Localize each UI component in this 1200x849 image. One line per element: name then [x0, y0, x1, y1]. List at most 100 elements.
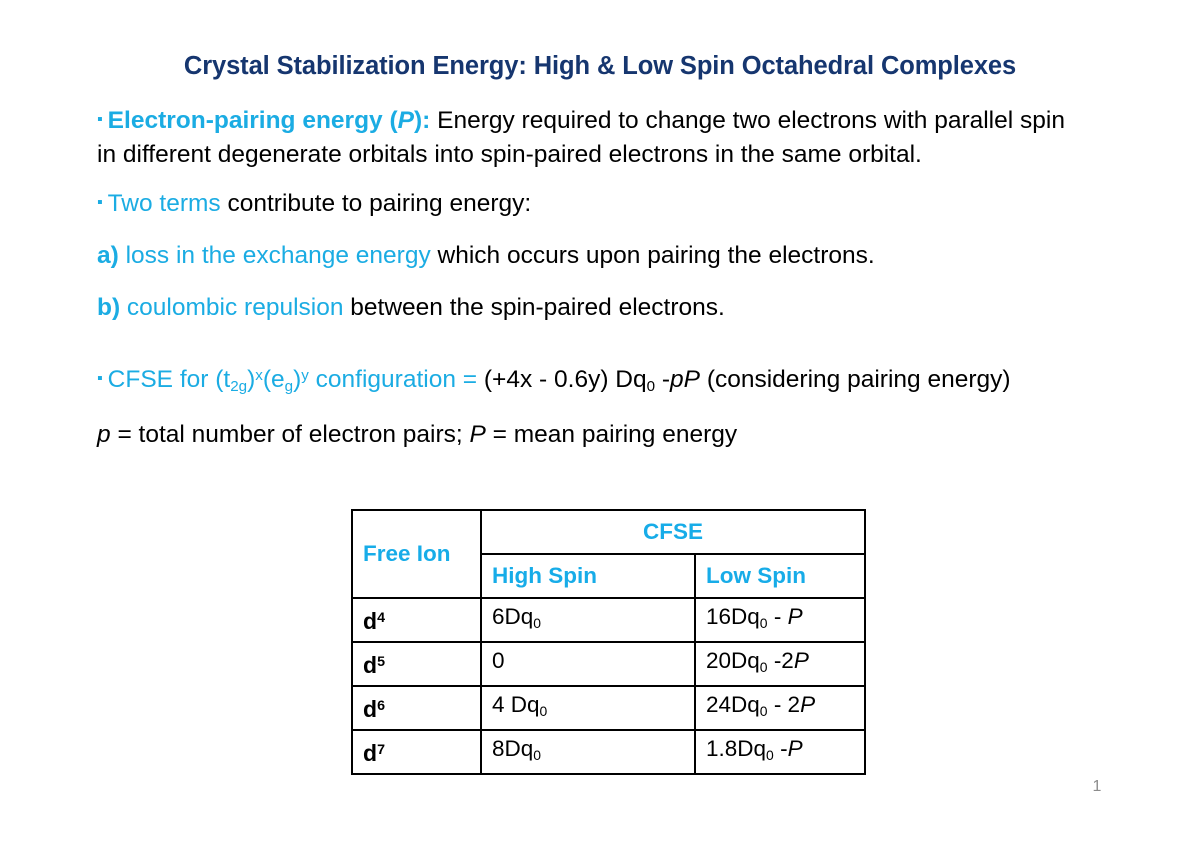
p5-italic-p-upper: P [683, 365, 701, 393]
p3-highlight: loss in the exchange energy [118, 242, 431, 269]
p5-mid: (e [262, 365, 285, 393]
p6-italic-p-upper: P [469, 421, 486, 449]
p5-black-1: (+4x - 0.6y) Dq [477, 365, 647, 393]
p1-rest: Energy required to change two electrons … [97, 107, 1065, 168]
p2-rest: contribute to pairing energy: [220, 190, 532, 217]
ion-letter: d [363, 696, 378, 723]
cfse-table: Free Ion CFSE High Spin Low Spin d4 [351, 509, 867, 775]
p5-sub-eg: g [284, 378, 294, 396]
ion-letter: d [363, 652, 378, 679]
p5-black-3: (considering pairing energy) [700, 365, 1011, 393]
table-header-row-1: Free Ion CFSE [351, 509, 867, 599]
low-spin-value: 20Dq0 -2P [696, 644, 864, 684]
paragraph-variable-definitions: p = total number of electron pairs; P = … [97, 418, 1082, 452]
square-bullet-icon: ▪ [97, 111, 103, 128]
ls-number: 1.8Dq [706, 736, 767, 762]
table-header-row-2: High Spin Low Spin [352, 553, 867, 599]
body-content: ▪ Electron-pairing energy (P): Energy req… [97, 103, 1082, 452]
p5-sup-x: x [255, 367, 263, 384]
p5-italic-p-lower: p [670, 365, 684, 393]
high-spin-value: 0 [482, 644, 694, 684]
ls-subscript: 0 [759, 702, 768, 719]
p5-tail: configuration = [308, 365, 478, 393]
ls-italic-p: P [787, 604, 803, 630]
cell-low-spin: 1.8Dq0 -P [693, 729, 867, 775]
table-row: d6 4 Dq0 24Dq0 - 2P [351, 685, 867, 731]
low-spin-value: 1.8Dq0 -P [696, 732, 864, 772]
cell-free-ion: d4 [351, 597, 482, 643]
ls-subscript: 0 [759, 614, 768, 631]
p6-text-2: = mean pairing energy [485, 421, 738, 449]
ion-superscript: 6 [377, 698, 385, 715]
p6-text-1: = total number of electron pairs; [110, 421, 470, 449]
ls-tail: - 2 [767, 692, 801, 718]
p4-marker: b) [97, 294, 121, 321]
p1-lead: Electron-pairing energy ( [107, 107, 398, 134]
paragraph-coulombic-repulsion: b) coulombic repulsion between the spin-… [97, 291, 1082, 325]
hs-subscript: 0 [539, 702, 548, 719]
header-low-spin-label: Low Spin [706, 563, 806, 588]
cell-low-spin: 24Dq0 - 2P [693, 685, 867, 731]
cell-free-ion: d5 [351, 641, 482, 687]
cell-low-spin: 16Dq0 - P [693, 597, 867, 643]
ls-italic-p: P [787, 736, 803, 762]
hs-subscript: 0 [533, 614, 542, 631]
ion-letter: d [363, 740, 378, 767]
ls-tail: - [773, 736, 788, 762]
ion-symbol: d7 [353, 733, 480, 770]
cell-high-spin: 4 Dq0 [480, 685, 696, 731]
ls-tail: - [767, 604, 788, 630]
square-bullet-icon: ▪ [97, 194, 103, 211]
ion-symbol: d4 [353, 601, 480, 638]
low-spin-value: 16Dq0 - P [696, 600, 864, 640]
p5-sub-zero: 0 [646, 378, 656, 396]
table-header-free-ion: Free Ion [351, 509, 482, 599]
header-free-ion-label: Free Ion [363, 541, 451, 566]
paragraph-two-terms: ▪ Two terms contribute to pairing energy: [97, 186, 1082, 221]
table-header-cfse: CFSE [479, 509, 867, 555]
high-spin-value: 4 Dq0 [482, 688, 694, 728]
square-bullet-icon: ▪ [97, 369, 103, 387]
p5-lead: CFSE for (t [107, 365, 231, 393]
high-spin-value: 8Dq0 [482, 732, 694, 772]
page-title: Crystal Stabilization Energy: High & Low… [183, 52, 1017, 80]
hs-subscript: 0 [533, 746, 542, 763]
p4-highlight: coulombic repulsion [120, 294, 344, 321]
table-row: d7 8Dq0 1.8Dq0 -P [351, 729, 867, 775]
header-high-spin-label: High Spin [492, 563, 597, 588]
ls-number: 16Dq [706, 604, 760, 630]
ls-subscript: 0 [766, 746, 774, 763]
header-cfse-label: CFSE [643, 519, 704, 544]
page-number: 1 [1092, 778, 1102, 795]
cell-high-spin: 0 [480, 641, 696, 687]
paragraph-cfse-formula: ▪ CFSE for (t2g)x(eg)y configuration = (+… [97, 359, 1082, 404]
cell-free-ion: d7 [351, 729, 482, 775]
ls-number: 20Dq [706, 648, 760, 674]
p6-italic-p-lower: p [97, 421, 111, 449]
p5-paren-close-2: ) [293, 365, 302, 393]
ion-symbol: d5 [353, 645, 480, 682]
table-row: d4 6Dq0 16Dq0 - P [351, 597, 867, 643]
paragraph-electron-pairing-energy: ▪ Electron-pairing energy (P): Energy req… [97, 103, 1082, 172]
table-header-high-spin: High Spin [480, 553, 696, 599]
ls-tail: -2 [767, 648, 794, 674]
p1-lead-italic: P [397, 107, 414, 134]
ls-italic-p: P [793, 648, 809, 674]
p5-sup-y: y [301, 367, 309, 384]
cell-high-spin: 8Dq0 [480, 729, 696, 775]
ls-italic-p: P [800, 692, 816, 718]
low-spin-value: 24Dq0 - 2P [696, 688, 864, 728]
paragraph-exchange-energy: a) loss in the exchange energy which occ… [97, 239, 1082, 273]
cell-low-spin: 20Dq0 -2P [693, 641, 867, 687]
cell-high-spin: 6Dq0 [480, 597, 696, 643]
hs-number: 4 Dq [492, 692, 540, 718]
ion-superscript: 7 [377, 742, 385, 759]
p5-black-2: - [655, 365, 671, 393]
p4-rest: between the spin-paired electrons. [343, 294, 725, 321]
p5-sub-t2g: 2g [230, 378, 248, 396]
p2-highlight: Two terms [107, 190, 221, 217]
p3-marker: a) [97, 242, 119, 269]
p5-paren-close-1: ) [247, 365, 256, 393]
table-row: d5 0 20Dq0 -2P [351, 641, 867, 687]
hs-number: 8Dq [492, 736, 534, 762]
